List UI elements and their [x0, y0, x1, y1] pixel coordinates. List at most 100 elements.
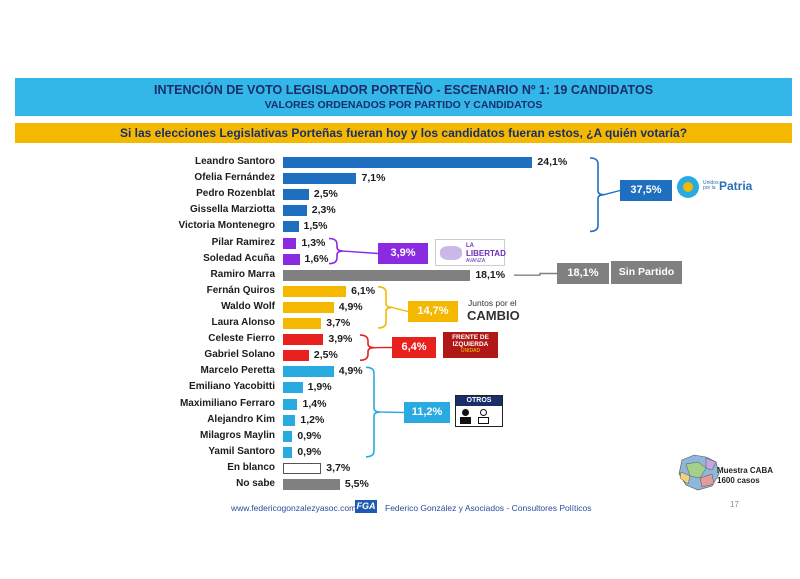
group-total: 11,2%: [404, 402, 450, 423]
value-label: 1,9%: [307, 381, 332, 394]
party-logo-text: OTROS: [456, 396, 502, 406]
bar: [283, 334, 324, 346]
value-label: 4,9%: [338, 365, 363, 378]
group-connector: [391, 306, 409, 313]
party-logo-text: UNIDAD: [460, 348, 481, 354]
group-total: 3,9%: [378, 243, 428, 264]
bar: [283, 221, 299, 233]
category-label: Waldo Wolf: [221, 300, 275, 312]
category-label: Maximiliano Ferraro: [179, 397, 275, 409]
category-label: Gissella Marziotta: [189, 204, 275, 216]
bar: [283, 462, 322, 474]
sample-note: Muestra CABA 1600 casos: [717, 466, 773, 486]
bar: [283, 414, 296, 426]
bar: [283, 237, 297, 249]
party-logo-text: LA: [466, 243, 474, 249]
party-logo-text: LIBERTAD: [466, 249, 506, 258]
value-label: 1,3%: [301, 236, 326, 249]
bar: [283, 157, 533, 168]
value-label: 3,7%: [326, 461, 351, 474]
party-logo: Sin Partido: [611, 261, 682, 284]
bar: [283, 269, 471, 281]
party-logo-text: Sin Partido: [618, 266, 675, 278]
party-logo: Juntos por el CAMBIO: [464, 297, 528, 324]
title-band: INTENCIÓN DE VOTO LEGISLADOR PORTEÑO - E…: [15, 78, 792, 116]
party-logo-text: CAMBIO: [467, 308, 520, 323]
category-label: Pedro Rozenblat: [196, 188, 275, 200]
party-logo: OTROS: [455, 395, 503, 427]
value-label: 1,5%: [303, 220, 328, 233]
footer-url[interactable]: www.federicogonzalezyasoc.com: [231, 503, 357, 513]
category-label: Pilar Ramirez: [211, 236, 275, 248]
caba-map-icon: [678, 454, 720, 491]
page-number: 17: [730, 500, 739, 509]
category-label: Milagros Maylin: [199, 429, 275, 441]
category-label: En blanco: [227, 461, 275, 473]
value-label: 1,4%: [302, 397, 327, 410]
party-logo-text: Patria: [719, 179, 753, 193]
value-label: 2,3%: [311, 204, 336, 217]
chart-title: INTENCIÓN DE VOTO LEGISLADOR PORTEÑO - E…: [153, 83, 654, 97]
group-bracket: [589, 157, 605, 233]
footer-firm: Federico González y Asociados - Consulto…: [385, 503, 592, 513]
bar: [283, 366, 334, 378]
group-bracket: [365, 366, 381, 458]
value-label: 2,5%: [313, 349, 338, 362]
category-label: Marcelo Peretta: [200, 365, 275, 377]
value-label: 4,9%: [338, 300, 363, 313]
party-logo: LA LIBERTAD AVANZA: [435, 239, 506, 266]
party-logo-text: FRENTE DE IZQUIERDA: [452, 334, 489, 348]
category-label: Alejandro Kim: [207, 413, 275, 425]
sample-line-1: Muestra CABA: [717, 466, 774, 475]
category-label: No sabe: [236, 478, 275, 489]
value-label: 18,1%: [475, 268, 506, 281]
bar: [283, 285, 347, 297]
value-label: 3,7%: [326, 317, 351, 329]
bar: [283, 189, 309, 201]
bar: [283, 253, 300, 265]
bar: [283, 301, 334, 313]
value-label: 24,1%: [537, 156, 568, 168]
category-label: Soledad Acuña: [203, 252, 275, 264]
bar: [283, 479, 340, 490]
bar: [283, 382, 303, 394]
value-label: 1,2%: [300, 413, 325, 426]
group-total: 18,1%: [557, 263, 609, 284]
category-label: Emiliano Yacobitti: [189, 381, 275, 393]
chart-subtitle: VALORES ORDENADOS POR PARTIDO Y CANDIDAT…: [264, 99, 543, 111]
value-label: 2,5%: [313, 188, 338, 201]
bar: [283, 430, 293, 442]
value-label: 6,1%: [351, 284, 376, 297]
sample-line-2: 1600 casos: [717, 476, 760, 485]
party-logo: FRENTE DE IZQUIERDA UNIDAD: [443, 332, 498, 358]
category-label: Leandro Santoro: [194, 156, 275, 167]
group-connector: [342, 250, 379, 255]
bar: [283, 398, 298, 410]
group-total: 6,4%: [392, 337, 436, 358]
category-label: Yamil Santoro: [208, 445, 275, 457]
lion-icon: [440, 246, 462, 260]
sun-icon: [677, 176, 699, 198]
fga-logo: FGA: [355, 500, 377, 513]
group-total: 14,7%: [408, 301, 458, 322]
value-label: 1,6%: [304, 252, 329, 265]
group-connector: [603, 189, 621, 196]
category-label: Ofelia Fernández: [194, 172, 275, 184]
group-bracket: [377, 286, 393, 329]
category-label: Fernán Quiros: [206, 284, 275, 296]
bar: [283, 446, 293, 458]
group-total: 37,5%: [620, 180, 672, 201]
survey-question: Si las elecciones Legislativas Porteñas …: [15, 123, 792, 143]
value-label: 5,5%: [344, 478, 369, 490]
group-connector: [514, 272, 557, 276]
party-logo-text: Unidos por la: [703, 180, 719, 191]
value-label: 0,9%: [297, 445, 322, 458]
category-label: Victoria Montenegro: [178, 220, 276, 232]
party-logo-text: AVANZA: [466, 258, 486, 264]
value-label: 3,9%: [328, 333, 353, 346]
party-logo: Unidos por la Patria: [675, 172, 755, 202]
bar: [283, 350, 309, 362]
category-label: Laura Alonso: [211, 317, 275, 328]
category-label: Gabriel Solano: [204, 349, 275, 361]
